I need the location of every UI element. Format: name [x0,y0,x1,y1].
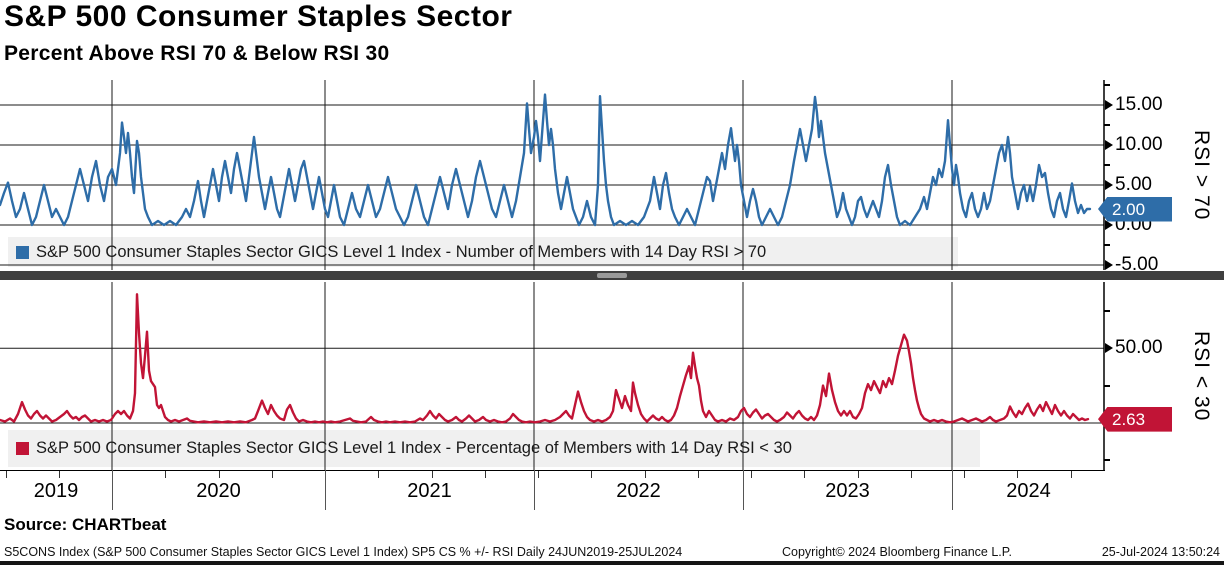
legend-rsi-above-70: S&P 500 Consumer Staples Sector GICS Lev… [8,237,958,267]
page-subtitle: Percent Above RSI 70 & Below RSI 30 [4,42,390,65]
pane-resize-handle-icon[interactable] [597,273,627,278]
year-boundary-tick [112,470,113,510]
year-boundary-tick [325,470,326,510]
quarter-tick [804,471,805,478]
year-boundary-tick [534,470,535,510]
source-label: Source: CHARTbeat [4,515,167,534]
y-axis-tick-label: 15.00 [1105,94,1163,116]
quarter-tick [219,471,220,478]
pane-separator [0,271,1224,280]
quarter-tick [751,471,752,478]
quarter-tick [911,471,912,478]
x-axis-line [0,470,1105,471]
y-axis-minor-tick [1104,124,1110,126]
quarter-tick [165,471,166,478]
bottom-axis-title: RSI < 30 [1190,330,1213,422]
quarter-tick [645,471,646,478]
quarter-tick [538,471,539,478]
x-axis-year-label: 2021 [407,480,452,502]
quarter-tick [378,471,379,478]
tick-arrow-icon [1105,140,1113,150]
red-series-swatch-icon [16,442,29,455]
year-boundary-tick [952,470,953,510]
legend-rsi-below-30: S&P 500 Consumer Staples Sector GICS Lev… [8,430,980,467]
x-axis-year-label: 2023 [825,480,870,502]
quarter-tick [432,471,433,478]
footer: S5CONS Index (S&P 500 Consumer Staples S… [0,545,1224,560]
footer-timestamp: 25-Jul-2024 13:50:24 [1101,545,1220,559]
x-axis-year-label: 2020 [196,480,241,502]
legend-label: S&P 500 Consumer Staples Sector GICS Lev… [36,439,792,457]
bottom-border-bar [0,561,1224,565]
y-axis-tick-label: -5.00 [1105,254,1158,276]
tick-arrow-icon [1105,343,1113,354]
blue-series-swatch-icon [16,245,29,259]
legend-label: S&P 500 Consumer Staples Sector GICS Lev… [36,242,767,261]
y-axis-minor-tick [1104,244,1110,246]
quarter-tick [6,471,7,478]
quarter-tick [964,471,965,478]
y-axis-minor-tick [1104,384,1110,387]
x-axis: 2019 2020 2021 2022 2023 2024 [0,470,1224,512]
year-boundary-tick [743,470,744,510]
tick-arrow-icon [1105,260,1113,270]
quarter-tick [1017,471,1018,478]
x-axis-year-label: 2019 [33,480,79,502]
quarter-tick [59,471,60,478]
y-axis-tick-label: 10.00 [1105,134,1163,156]
footer-instrument-line: S5CONS Index (S&P 500 Consumer Staples S… [4,545,683,559]
tick-arrow-icon [1105,220,1113,230]
tick-arrow-icon [1105,100,1113,110]
last-value-tag-blue: 2.00 [1098,196,1172,222]
footer-copyright: Copyright© 2024 Bloomberg Finance L.P. [782,545,1012,559]
tick-arrow-icon [1105,180,1113,190]
quarter-tick [698,471,699,478]
quarter-tick [485,471,486,478]
y-axis-minor-tick [1104,164,1110,166]
x-axis-year-label: 2024 [1006,480,1051,502]
quarter-tick [591,471,592,478]
page-title: S&P 500 Consumer Staples Sector [4,0,513,33]
y-axis-minor-tick [1104,459,1110,462]
top-axis-title: RSI > 70 [1190,129,1213,221]
y-axis-minor-tick [1104,309,1110,312]
quarter-tick [858,471,859,478]
last-value-tag-red: 2.63 [1098,406,1172,432]
y-axis-tick-label: 5.00 [1105,174,1152,196]
y-axis-tick-label: 50.00 [1105,337,1163,359]
quarter-tick [272,471,273,478]
quarter-tick [1071,471,1072,478]
x-axis-year-label: 2022 [616,480,661,502]
y-axis-minor-tick [1104,84,1110,86]
